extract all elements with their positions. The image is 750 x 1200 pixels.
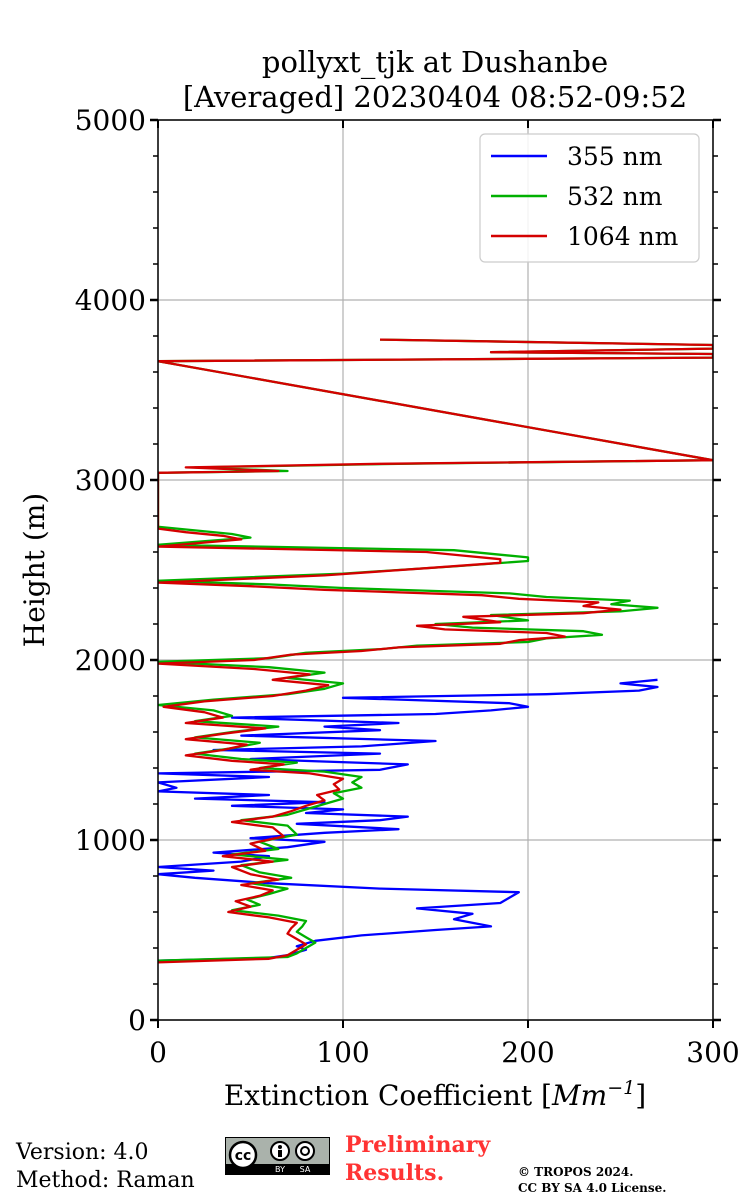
axis-ticks bbox=[150, 118, 721, 1028]
by-person-body bbox=[278, 1150, 282, 1157]
y-tick-label: 0 bbox=[128, 1004, 146, 1037]
method-text: Method: Raman bbox=[16, 1168, 195, 1193]
series-line-355-nm bbox=[158, 678, 659, 962]
y-tick-label: 1000 bbox=[75, 824, 146, 857]
x-axis-label-main: Extinction Coefficient [ bbox=[224, 1079, 552, 1112]
series-lines bbox=[158, 338, 713, 964]
version-text: Version: 4.0 bbox=[16, 1140, 149, 1165]
y-tick-label: 2000 bbox=[75, 644, 146, 677]
series-line-1064-nm bbox=[158, 338, 713, 964]
chart-title-line2: [Averaged] 20230404 08:52-09:52 bbox=[183, 80, 687, 114]
y-tick-label: 4000 bbox=[75, 284, 146, 317]
plot-frame bbox=[157, 119, 714, 1021]
preliminary-text-line2: Results. bbox=[345, 1160, 445, 1186]
by-person-head bbox=[278, 1145, 282, 1149]
x-axis-label-exponent: −1 bbox=[607, 1077, 635, 1099]
cc-icon-text: cc bbox=[235, 1148, 252, 1164]
x-tick-label: 300 bbox=[686, 1036, 739, 1069]
cc-by-sa-license-badge: cc BY SA bbox=[225, 1137, 330, 1175]
y-tick-label: 5000 bbox=[75, 104, 146, 137]
sa-label: SA bbox=[300, 1165, 311, 1174]
x-tick-label: 200 bbox=[501, 1036, 554, 1069]
legend-box bbox=[479, 133, 700, 263]
sa-share-arc bbox=[300, 1146, 310, 1156]
x-axis-label: Extinction Coefficient [Mm−1] bbox=[224, 1077, 646, 1112]
x-axis-label-close: ] bbox=[635, 1079, 646, 1112]
legend-label-532: 532 nm bbox=[567, 182, 663, 211]
x-tick-label: 100 bbox=[316, 1036, 369, 1069]
legend-label-1064: 1064 nm bbox=[567, 222, 679, 251]
legend-label-355: 355 nm bbox=[567, 142, 663, 171]
series-line-532-nm bbox=[158, 338, 713, 962]
copyright-text-line1: © TROPOS 2024. bbox=[518, 1165, 634, 1179]
preliminary-text-line1: Preliminary bbox=[345, 1132, 491, 1158]
x-axis-label-unit: Mm bbox=[551, 1079, 607, 1112]
y-tick-label: 3000 bbox=[75, 464, 146, 497]
x-tick-label: 0 bbox=[149, 1036, 167, 1069]
by-label: BY bbox=[275, 1165, 285, 1174]
sa-share-icon bbox=[295, 1141, 315, 1161]
copyright-text-line2: CC BY SA 4.0 License. bbox=[518, 1181, 667, 1195]
y-axis-label: Height (m) bbox=[18, 493, 51, 647]
legend: 355 nm 532 nm 1064 nm bbox=[479, 133, 700, 263]
cc-icon bbox=[228, 1140, 258, 1170]
chart-title-line1: pollyxt_tjk at Dushanbe bbox=[262, 45, 608, 80]
